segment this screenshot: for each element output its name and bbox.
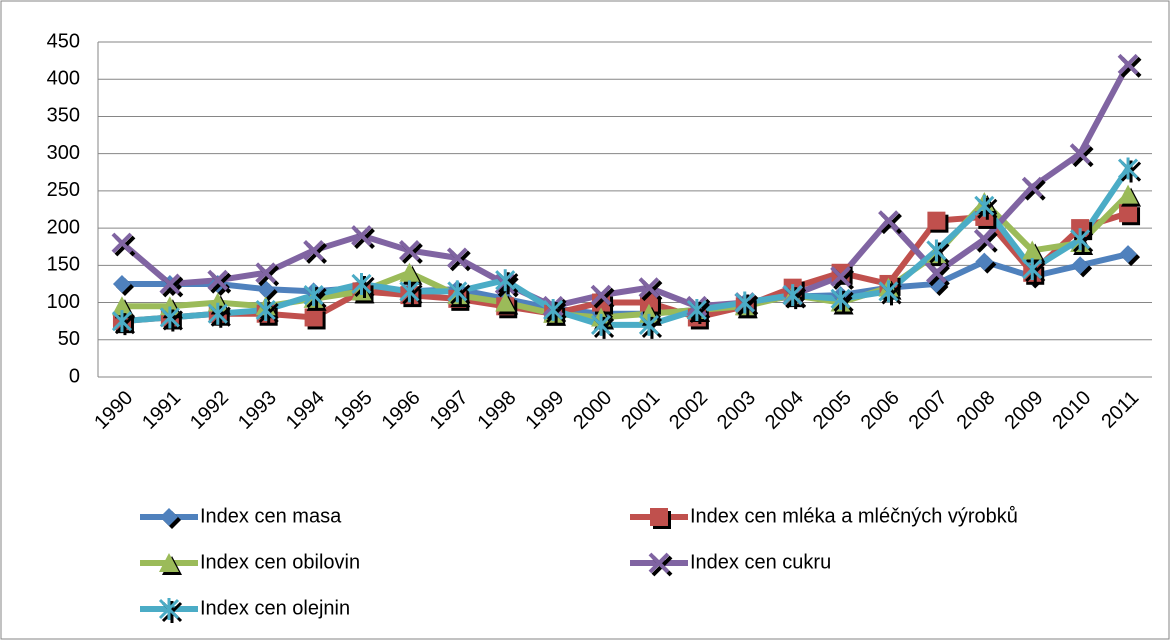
marker — [207, 269, 229, 291]
marker — [927, 211, 946, 230]
marker — [207, 302, 228, 325]
y-tick-label: 300 — [47, 142, 80, 164]
legend-label: Index cen cukru — [690, 551, 831, 573]
marker — [925, 262, 947, 284]
y-tick-label: 350 — [47, 105, 80, 127]
y-tick-label: 0 — [69, 365, 80, 387]
marker — [975, 207, 994, 226]
marker — [926, 239, 947, 262]
marker — [638, 277, 660, 299]
marker — [830, 287, 851, 310]
series-line — [121, 210, 1129, 325]
marker — [495, 292, 516, 312]
marker — [638, 313, 660, 336]
marker — [590, 284, 612, 306]
legend-label: Index cen masa — [200, 505, 342, 527]
marker — [543, 299, 564, 321]
marker — [399, 262, 420, 282]
y-tick-label: 200 — [47, 216, 80, 238]
marker — [111, 232, 133, 254]
marker — [447, 280, 468, 303]
marker — [878, 210, 899, 232]
marker — [830, 266, 852, 287]
marker — [159, 553, 179, 572]
series-line — [121, 166, 1131, 328]
marker — [973, 228, 995, 250]
marker — [1071, 219, 1090, 238]
y-tick-label: 400 — [47, 68, 80, 90]
marker — [975, 252, 994, 271]
legend-label: Index cen obilovin — [200, 551, 360, 573]
y-tick-label: 450 — [47, 30, 80, 52]
series-markers — [111, 157, 1139, 336]
marker — [1022, 240, 1043, 260]
marker — [160, 508, 178, 526]
marker — [303, 240, 325, 261]
y-tick-label: 250 — [47, 179, 80, 201]
marker — [639, 293, 658, 312]
marker — [255, 262, 277, 284]
marker — [112, 274, 131, 293]
marker — [590, 313, 612, 336]
marker — [398, 240, 420, 261]
marker — [1117, 53, 1139, 75]
marker — [831, 263, 850, 282]
marker — [782, 284, 803, 307]
marker — [1119, 245, 1138, 264]
marker — [1118, 184, 1139, 204]
marker — [351, 225, 372, 246]
marker — [650, 508, 668, 526]
marker — [1022, 258, 1043, 281]
marker — [878, 280, 899, 303]
marker — [446, 247, 468, 269]
series-line — [120, 62, 1131, 310]
marker — [1021, 176, 1043, 198]
marker — [1070, 228, 1091, 251]
marker — [159, 306, 180, 329]
marker — [304, 308, 323, 327]
marker — [208, 274, 227, 293]
y-tick-label: 150 — [47, 254, 80, 276]
y-tick-label: 100 — [47, 291, 80, 313]
marker — [399, 280, 420, 303]
marker — [111, 310, 133, 333]
marker — [256, 280, 275, 299]
y-tick-label: 50 — [58, 328, 80, 350]
marker — [1117, 157, 1139, 180]
marker — [1071, 256, 1090, 275]
marker — [1119, 204, 1138, 223]
marker — [495, 269, 516, 292]
marker — [1069, 143, 1091, 165]
marker — [734, 291, 755, 314]
marker — [303, 284, 324, 307]
marker — [158, 598, 180, 620]
marker — [111, 296, 132, 316]
marker — [686, 299, 707, 321]
marker — [255, 299, 276, 321]
marker — [159, 273, 181, 295]
marker — [351, 272, 372, 295]
marker — [974, 194, 995, 217]
legend-label: Index cen olejnin — [200, 597, 350, 619]
marker — [648, 552, 670, 574]
legend-label: Index cen mléka a mléčných výrobků — [690, 505, 1018, 527]
